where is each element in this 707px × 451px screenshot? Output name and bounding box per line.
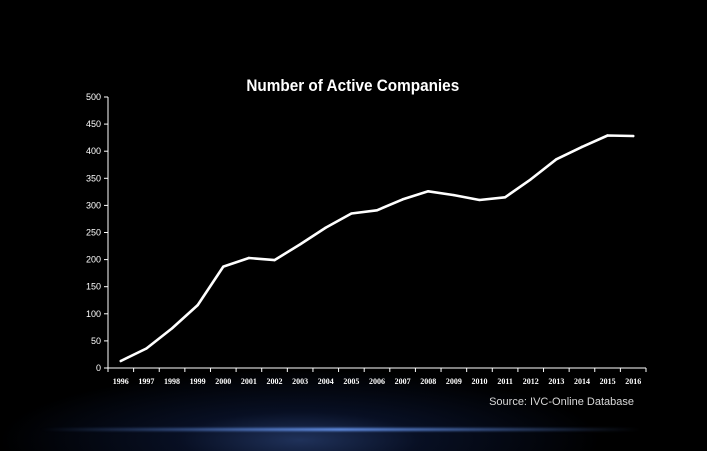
data-point [170, 327, 174, 330]
x-tick-label: 1997 [138, 377, 154, 386]
data-point [196, 303, 199, 307]
x-tick-label: 2005 [343, 377, 359, 386]
y-tick-label: 100 [86, 309, 101, 319]
x-tick-label: 2003 [292, 377, 308, 386]
x-tick-label: 2015 [600, 377, 616, 386]
y-tick-label: 200 [86, 255, 101, 265]
data-point [145, 347, 148, 350]
x-tick-label: 2016 [625, 377, 641, 386]
x-tick-label: 2013 [548, 377, 564, 386]
y-tick-label: 300 [86, 200, 101, 210]
x-tick-label: 2004 [318, 377, 334, 386]
y-tick-label: 350 [86, 173, 101, 183]
x-tick-label: 2001 [241, 377, 257, 386]
y-tick-label: 150 [86, 282, 101, 292]
x-axis-ticks: 1996 1997 1998 1999 2000 2001 2002 2003 2004 2005… [107, 368, 647, 386]
y-tick-label: 0 [96, 363, 101, 373]
x-tick-label: 2008 [420, 377, 436, 386]
x-tick-label: 2014 [574, 377, 590, 386]
data-point [503, 196, 507, 199]
x-tick-label: 1996 [113, 377, 129, 386]
data-point [273, 258, 276, 262]
y-tick-label: 500 [86, 92, 101, 102]
series-group [119, 134, 635, 363]
x-tick-label: 2012 [523, 377, 539, 386]
data-point [222, 265, 225, 268]
x-tick-label: 1999 [190, 377, 206, 386]
x-tick-label: 2011 [497, 377, 513, 386]
x-tick-label: 2009 [446, 377, 462, 386]
data-point [119, 359, 123, 363]
x-tick-label: 2002 [267, 377, 283, 386]
source-note: Source: IVC-Online Database [489, 396, 634, 408]
x-tick-label: 2007 [395, 377, 411, 386]
data-point [452, 193, 456, 197]
data-point [401, 198, 404, 201]
chart-title: Number of Active Companies [246, 76, 460, 95]
data-point [350, 212, 353, 215]
y-axis-ticks: 0 50 100 150 200 250 300 350 400 450 500 [86, 92, 108, 373]
x-tick-label: 2010 [471, 377, 487, 386]
data-point [375, 209, 379, 212]
data-point [555, 158, 558, 161]
series-line [119, 134, 635, 363]
decorative-glow-line [40, 428, 640, 431]
y-tick-label: 400 [86, 146, 101, 156]
x-tick-label: 1998 [164, 377, 180, 386]
data-point [298, 243, 302, 246]
axes [107, 97, 646, 369]
data-point [427, 190, 430, 193]
y-tick-label: 250 [86, 228, 101, 238]
data-point [529, 178, 532, 181]
x-tick-label: 2006 [369, 377, 385, 386]
data-point [580, 145, 584, 149]
y-tick-label: 50 [91, 336, 101, 346]
data-point [631, 134, 635, 138]
y-tick-label: 450 [86, 119, 101, 129]
data-point [324, 226, 327, 229]
data-point [478, 198, 481, 202]
data-point [606, 134, 609, 137]
data-point [247, 256, 251, 260]
x-tick-label: 2000 [215, 377, 231, 386]
